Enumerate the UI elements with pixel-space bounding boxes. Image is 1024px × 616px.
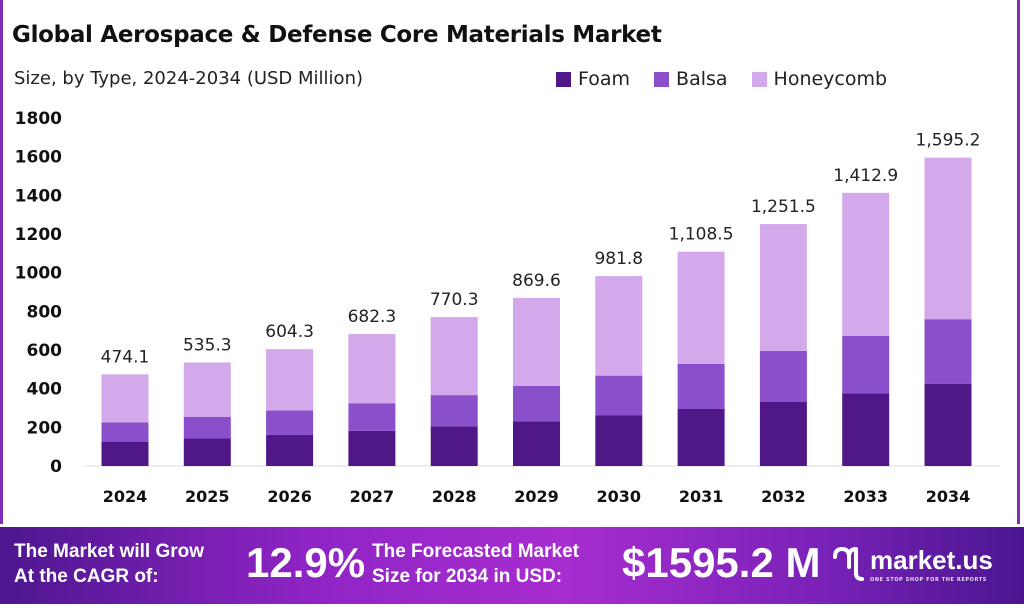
bar-total-label: 474.1 — [101, 347, 150, 367]
bar-segment-foam — [513, 421, 560, 466]
bar-total-label: 770.3 — [430, 290, 479, 310]
y-tick-label: 200 — [27, 418, 63, 438]
bar-total-label: 604.3 — [265, 322, 314, 342]
bar-segment-balsa — [266, 410, 314, 435]
bar-segment-balsa — [101, 422, 149, 442]
bar-segment-honeycomb — [842, 192, 890, 336]
cagr-label-line2: At the CAGR of: — [14, 566, 159, 587]
legend-item-balsa: Balsa — [654, 68, 728, 90]
bar-segment-honeycomb — [266, 349, 314, 411]
bar-total-label: 682.3 — [348, 307, 397, 327]
bar-segment-honeycomb — [348, 334, 396, 404]
y-tick-label: 1200 — [15, 225, 62, 245]
bar-segment-foam — [183, 438, 231, 466]
y-tick-label: 1800 — [15, 109, 62, 129]
legend-swatch — [556, 71, 571, 87]
legend: Foam Balsa Honeycomb — [556, 68, 887, 90]
bar-segment-foam — [842, 393, 890, 466]
cagr-label: The Market will Grow At the CAGR of: — [14, 539, 204, 589]
x-tick-label: 2034 — [926, 487, 971, 506]
bar-segment-honeycomb — [183, 362, 231, 417]
bar-segment-foam — [924, 383, 972, 466]
bar-segment-balsa — [677, 363, 725, 409]
y-tick-label: 800 — [27, 302, 63, 322]
bar-total-label: 1,595.2 — [916, 131, 981, 151]
y-tick-label: 1000 — [15, 264, 62, 284]
bar-segment-honeycomb — [595, 276, 643, 376]
forecast-value: $1595.2 M — [622, 539, 821, 586]
bar-segment-foam — [348, 430, 396, 466]
x-tick-label: 2033 — [843, 487, 888, 506]
chart-subtitle: Size, by Type, 2024-2034 (USD Million) — [14, 68, 363, 89]
legend-label: Balsa — [676, 68, 728, 90]
forecast-label-line1: The Forecasted Market — [372, 541, 579, 562]
bar-segment-foam — [266, 434, 314, 466]
legend-label: Foam — [578, 68, 631, 90]
bar-total-label: 1,412.9 — [833, 166, 898, 186]
y-tick-label: 1600 — [15, 148, 62, 168]
bar-segment-honeycomb — [677, 251, 725, 364]
bar-segment-balsa — [348, 403, 396, 431]
legend-item-honeycomb: Honeycomb — [751, 68, 888, 90]
bar-segment-balsa — [183, 416, 231, 439]
x-tick-label: 2030 — [597, 487, 642, 506]
cagr-label-line1: The Market will Grow — [14, 541, 205, 562]
bar-segment-balsa — [513, 385, 560, 422]
logo-text: market.us — [870, 545, 993, 575]
logo-tagline: ONE STOP SHOP FOR THE REPORTS — [870, 577, 987, 583]
y-tick-label: 400 — [27, 380, 63, 400]
bar-segment-foam — [677, 408, 725, 466]
legend-swatch — [654, 71, 670, 87]
bar-segment-honeycomb — [759, 224, 807, 351]
market-us-logo-icon — [833, 546, 864, 581]
x-tick-label: 2031 — [679, 487, 724, 506]
bar-segment-foam — [101, 441, 149, 466]
bar-segment-foam — [595, 415, 643, 466]
chart-title: Global Aerospace & Defense Core Material… — [12, 22, 662, 48]
bar-total-label: 535.3 — [183, 336, 232, 356]
chart-plot: 0 200 400 600 800 1000 1200 1400 1600 1800 474.1 20… — [15, 109, 1000, 506]
y-tick-label: 1400 — [15, 186, 62, 206]
x-tick-label: 2024 — [103, 487, 148, 506]
x-tick-label: 2027 — [350, 487, 395, 506]
bar-segment-balsa — [595, 375, 643, 416]
bar-total-label: 981.8 — [594, 249, 643, 269]
bar-segment-balsa — [430, 395, 478, 427]
x-tick-label: 2029 — [514, 487, 559, 506]
y-tick-label: 0 — [50, 457, 62, 477]
x-tick-label: 2026 — [267, 487, 312, 506]
bar-segment-honeycomb — [430, 317, 478, 396]
x-tick-label: 2025 — [185, 487, 230, 506]
x-tick-label: 2028 — [432, 487, 477, 506]
bar-segment-honeycomb — [513, 297, 560, 386]
bar-segment-balsa — [924, 319, 972, 384]
cagr-value: 12.9% — [246, 539, 366, 586]
bar-total-label: 1,251.5 — [751, 197, 816, 217]
bar-segment-foam — [759, 401, 807, 466]
legend-item-foam: Foam — [556, 68, 630, 90]
chart-frame — [0, 0, 1020, 524]
summary-banner: The Market will Grow At the CAGR of: 12.… — [0, 527, 1024, 604]
bar-segment-honeycomb — [101, 374, 149, 423]
x-tick-label: 2032 — [761, 487, 806, 506]
forecast-label: The Forecasted Market Size for 2034 in U… — [372, 539, 579, 589]
y-tick-label: 600 — [27, 341, 63, 361]
bar-total-label: 1,108.5 — [669, 225, 734, 245]
legend-label: Honeycomb — [773, 68, 888, 90]
bar-total-label: 869.6 — [512, 271, 561, 291]
legend-swatch — [751, 71, 767, 87]
forecast-label-line2: Size for 2034 in USD: — [372, 566, 563, 587]
bar-segment-balsa — [759, 350, 807, 402]
bar-segment-balsa — [842, 335, 890, 394]
bar-segment-honeycomb — [924, 157, 972, 320]
bar-segment-foam — [430, 426, 478, 466]
